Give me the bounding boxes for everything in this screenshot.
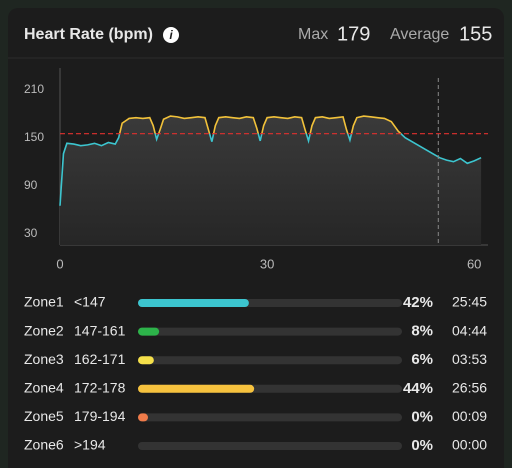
info-icon[interactable]: i xyxy=(163,27,179,43)
zone-track xyxy=(138,442,402,450)
zone-percent: 0% xyxy=(411,408,433,425)
zone-name: Zone4 xyxy=(24,380,64,396)
zone-bar xyxy=(138,413,148,422)
zone-percent: 42% xyxy=(403,294,433,311)
zone-name: Zone2 xyxy=(24,322,64,338)
zone-bar xyxy=(138,299,249,307)
zone-range: 172-178 xyxy=(74,380,126,396)
zone-time: 04:44 xyxy=(452,322,487,338)
svg-text:i: i xyxy=(169,28,173,42)
average-label: Average xyxy=(390,26,449,43)
zones: Zone1 <147 42% 25:45 Zone2 147-161 8% 04:44 Zone… xyxy=(24,294,487,454)
zone-track xyxy=(138,413,402,422)
zone-name: Zone5 xyxy=(24,408,64,424)
max-label: Max xyxy=(298,26,328,43)
zone-bar xyxy=(138,384,255,393)
zone-track xyxy=(138,356,402,365)
x-tick-label: 0 xyxy=(56,256,63,271)
y-tick-label: 30 xyxy=(24,226,38,240)
zone-range: >194 xyxy=(74,437,106,453)
zone-range: 162-171 xyxy=(74,351,126,367)
zone-bar xyxy=(138,327,160,336)
zone-percent: 6% xyxy=(411,351,433,368)
zone-time: 00:00 xyxy=(452,437,487,453)
zone-time: 00:09 xyxy=(452,408,487,424)
zone-range: 179-194 xyxy=(74,408,126,424)
zone-name: Zone6 xyxy=(24,437,64,453)
zone-range: 147-161 xyxy=(74,322,126,338)
zone-bar xyxy=(138,356,154,365)
zone-time: 25:45 xyxy=(452,294,487,310)
max-value: 179 xyxy=(337,23,370,45)
zone-percent: 8% xyxy=(411,323,433,340)
zone-track xyxy=(138,327,402,336)
y-tick-label: 90 xyxy=(24,178,38,192)
x-tick-label: 30 xyxy=(260,256,274,271)
zone-time: 26:56 xyxy=(452,380,487,396)
zone-time: 03:53 xyxy=(452,351,487,367)
area xyxy=(60,116,482,246)
zone-name: Zone1 xyxy=(24,294,64,310)
zone-name: Zone3 xyxy=(24,351,64,367)
average-value: 155 xyxy=(459,23,492,45)
y-tick-label: 210 xyxy=(24,82,44,96)
x-tick-label: 60 xyxy=(467,256,481,271)
zone-percent: 0% xyxy=(411,437,433,454)
y-tick-label: 150 xyxy=(24,130,44,144)
title: Heart Rate (bpm) xyxy=(24,26,153,43)
chart: 210 150 90 30 0 30 60 xyxy=(24,68,488,271)
zone-range: <147 xyxy=(74,294,106,310)
zone-percent: 44% xyxy=(403,380,433,397)
